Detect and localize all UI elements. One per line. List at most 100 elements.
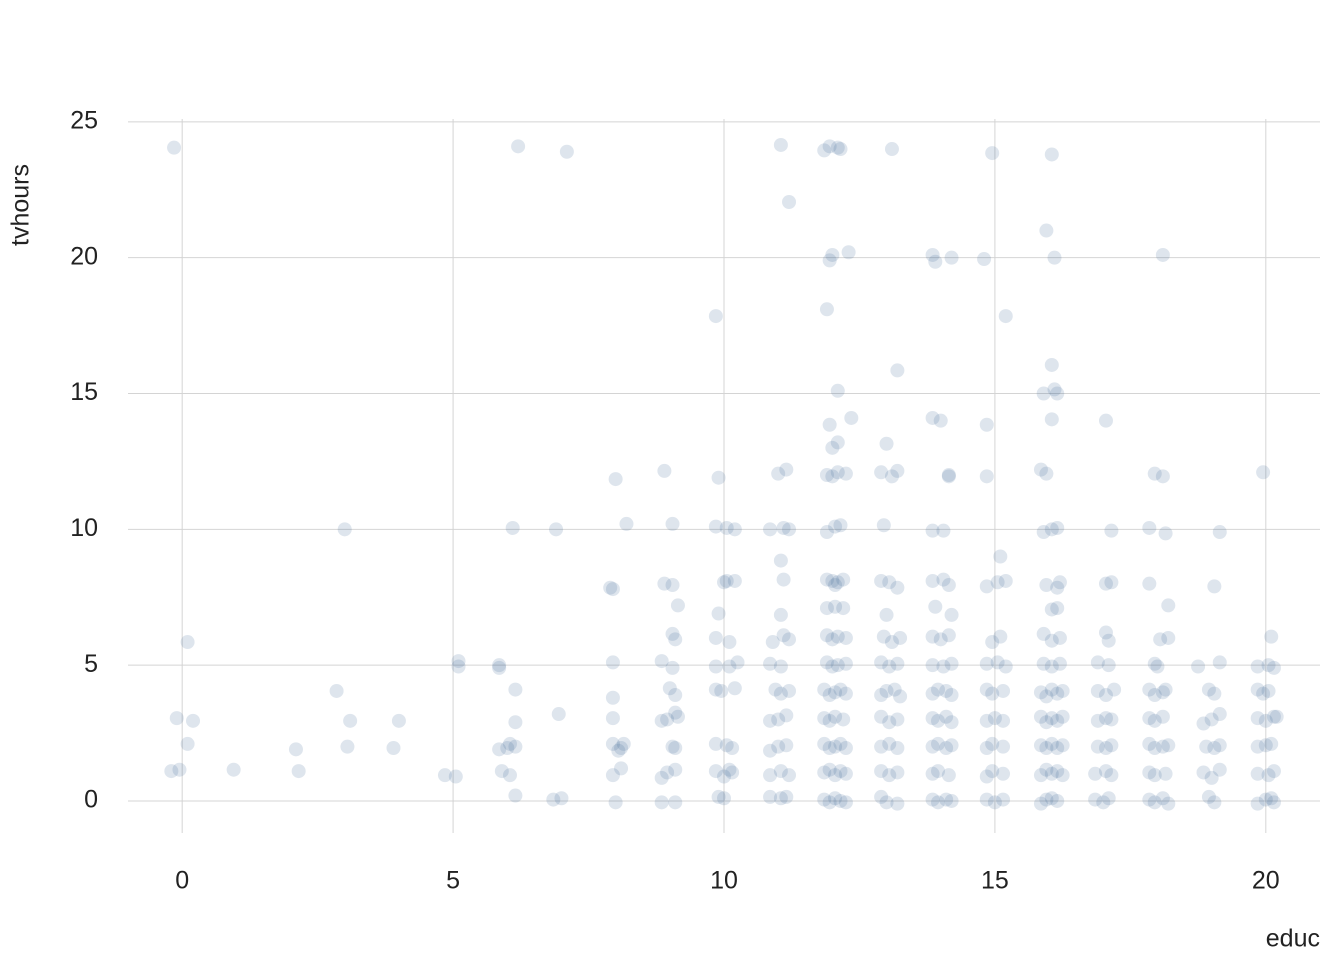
point (996, 683, 1011, 698)
point (1207, 686, 1222, 701)
point (876, 518, 891, 533)
point (1147, 466, 1162, 481)
point (763, 656, 778, 671)
point (893, 689, 908, 704)
point (1039, 741, 1054, 755)
point (508, 788, 523, 803)
point (708, 309, 723, 324)
point (822, 139, 837, 154)
point (1199, 739, 1214, 754)
point (830, 465, 845, 480)
point (1207, 795, 1222, 810)
point (941, 768, 956, 783)
point (727, 522, 742, 537)
point (876, 629, 891, 644)
point (836, 601, 851, 616)
point (180, 736, 195, 751)
point (1147, 741, 1162, 755)
point (1155, 247, 1170, 262)
point (941, 468, 956, 482)
point (717, 575, 731, 590)
point (1207, 579, 1222, 594)
point (670, 709, 685, 724)
point (1039, 578, 1054, 593)
point (944, 688, 959, 703)
point (776, 628, 791, 643)
point (1158, 526, 1173, 541)
point (828, 685, 843, 700)
point (990, 575, 1005, 590)
point (828, 599, 843, 614)
point (979, 417, 994, 432)
x-tick-label: 15 (981, 867, 1009, 895)
point (1153, 632, 1168, 647)
point (874, 688, 889, 703)
point (763, 768, 778, 783)
point (608, 795, 623, 810)
point (771, 466, 786, 481)
point (711, 789, 726, 804)
point (226, 762, 241, 777)
point (1044, 736, 1059, 751)
point (1142, 792, 1157, 807)
point (985, 146, 1000, 161)
point (763, 522, 778, 537)
point (1158, 682, 1173, 697)
point (494, 764, 509, 779)
point (668, 688, 683, 703)
point (833, 764, 848, 779)
point (944, 656, 959, 671)
point (819, 468, 834, 482)
point (773, 686, 788, 701)
point (1088, 766, 1103, 781)
point (451, 659, 466, 674)
point (773, 137, 788, 152)
point (890, 463, 905, 478)
point (830, 140, 845, 155)
point (874, 573, 889, 588)
point (1044, 633, 1059, 648)
point (551, 707, 566, 722)
point (1088, 792, 1103, 807)
point (944, 793, 959, 808)
point (822, 417, 837, 432)
point (765, 635, 780, 650)
point (1142, 520, 1157, 535)
point (828, 709, 843, 724)
point (928, 599, 943, 614)
point (939, 683, 954, 698)
y-tick-label: 20 (70, 242, 98, 270)
point (337, 522, 352, 537)
point (1104, 712, 1119, 727)
point (931, 764, 946, 779)
point (841, 245, 856, 260)
point (508, 739, 523, 754)
point (1036, 626, 1051, 641)
point (979, 579, 994, 594)
point (782, 632, 797, 647)
point (665, 739, 680, 754)
point (884, 469, 899, 484)
point (605, 582, 620, 597)
point (890, 796, 905, 811)
point (996, 739, 1011, 754)
y-tick-label: 15 (70, 378, 98, 406)
point (1142, 765, 1157, 780)
point (874, 465, 889, 480)
point (1155, 739, 1170, 754)
point (890, 656, 905, 671)
point (1033, 738, 1048, 753)
point (502, 768, 517, 783)
point (654, 770, 669, 785)
point (928, 254, 943, 269)
point (979, 469, 994, 484)
point (884, 635, 899, 650)
point (936, 659, 951, 674)
point (1258, 792, 1273, 807)
point (1101, 658, 1116, 673)
x-tick-label: 20 (1252, 867, 1280, 895)
point (1050, 741, 1065, 755)
point (773, 791, 788, 806)
point (1039, 792, 1054, 807)
point (773, 607, 788, 622)
